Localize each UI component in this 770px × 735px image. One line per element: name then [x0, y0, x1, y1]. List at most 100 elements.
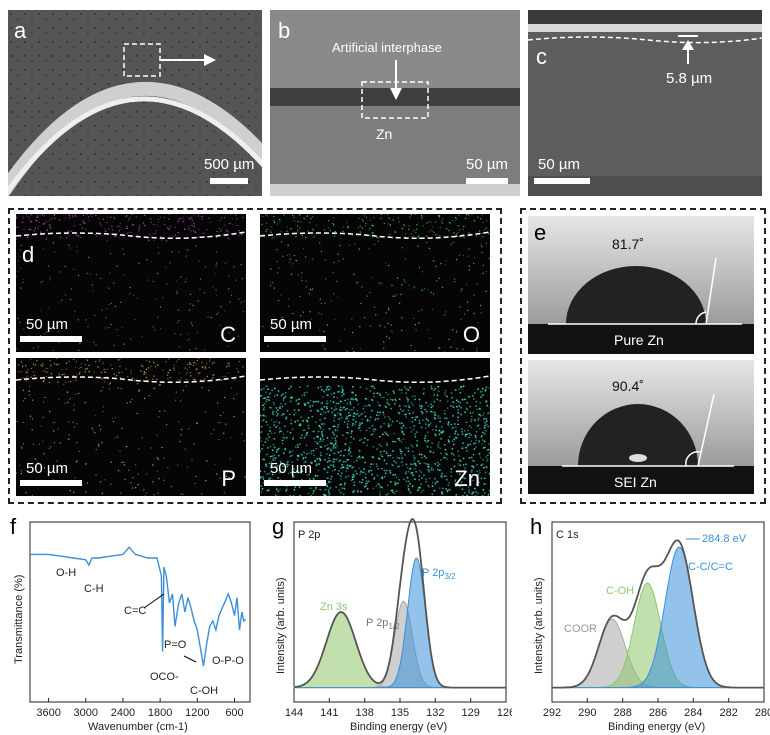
eds-dot [450, 468, 453, 470]
eds-dot [133, 294, 135, 296]
eds-dot [486, 460, 488, 463]
eds-dot [425, 410, 428, 413]
eds-dot [401, 429, 403, 432]
eds-dot [330, 393, 333, 395]
eds-dot [118, 371, 120, 374]
chart-h-plot [552, 539, 764, 689]
eds-dot [333, 396, 335, 399]
eds-dot [448, 435, 451, 438]
eds-dot [140, 364, 143, 366]
eds-dot [180, 400, 182, 402]
eds-dot [32, 443, 35, 445]
eds-dot [177, 221, 179, 223]
eds-dot [67, 381, 69, 383]
eds-dot [416, 224, 418, 226]
eds-dot [289, 253, 291, 255]
eds-dot [358, 415, 360, 417]
x-tick-label: 126 [497, 707, 512, 719]
eds-dot [384, 416, 386, 419]
eds-dot [114, 437, 116, 439]
eds-dot [458, 214, 460, 217]
eds-dot [342, 389, 344, 392]
eds-dot [133, 318, 136, 321]
eds-dot [358, 424, 361, 427]
eds-dot [330, 464, 332, 467]
eds-dot [462, 228, 464, 231]
eds-dot [346, 407, 348, 410]
eds-dot [301, 394, 304, 396]
eds-dot [109, 252, 112, 254]
eds-dot [294, 420, 297, 423]
eds-dot [376, 448, 378, 450]
eds-dot [407, 409, 410, 412]
eds-dot [306, 453, 308, 455]
eds-dot [230, 436, 232, 439]
eds-dot [82, 222, 85, 224]
eds-dot [289, 258, 292, 260]
eds-dot [297, 274, 299, 276]
eds-dot [361, 218, 363, 220]
eds-dot [412, 455, 415, 457]
eds-dot [448, 338, 450, 341]
eds-dot [333, 416, 335, 419]
eds-dot [393, 492, 396, 495]
eds-dot [205, 368, 207, 370]
eds-dot [157, 218, 160, 220]
eds-dot [102, 362, 104, 364]
eds-dot [140, 370, 142, 372]
eds-dot [437, 446, 440, 448]
eds-dot [427, 329, 429, 331]
eds-dot [470, 415, 473, 418]
eds-dot [434, 411, 437, 414]
eds-dot [473, 257, 476, 259]
eds-dot [271, 449, 274, 452]
eds-dot [53, 421, 56, 424]
eds-dot [352, 490, 355, 492]
eds-dot [358, 217, 360, 220]
eds-dot [394, 474, 397, 476]
eds-dot [334, 405, 337, 408]
eds-dot [342, 493, 345, 496]
eds-dot [410, 472, 413, 474]
eds-dot [70, 288, 73, 290]
eds-dot [488, 257, 490, 260]
eds-dot [261, 431, 263, 433]
eds-dot [292, 438, 294, 440]
eds-dot [209, 358, 212, 360]
eds-dot [452, 427, 455, 429]
eds-dot [26, 371, 28, 373]
eds-dot [479, 402, 482, 404]
eds-dot [270, 432, 273, 434]
eds-dot [236, 368, 238, 370]
eds-dot [16, 217, 18, 219]
eds-dot [379, 486, 381, 489]
eds-dot [488, 452, 490, 455]
eds-dot [286, 226, 288, 228]
eds-dot [127, 231, 129, 234]
eds-dot [182, 221, 184, 223]
eds-dot [330, 407, 333, 409]
eds-dot [169, 225, 171, 228]
eds-dot [430, 387, 433, 390]
eds-dot [445, 417, 448, 420]
eds-dot [42, 440, 44, 442]
eds-dot [475, 491, 477, 493]
eds-dot [156, 470, 158, 472]
eds-dot [16, 226, 18, 228]
eds-dot [334, 230, 336, 233]
eds-dot [370, 409, 373, 412]
eds-dot [334, 446, 337, 449]
eds-dot [135, 215, 137, 218]
eds-dot [423, 288, 426, 290]
eds-dot [361, 227, 363, 229]
eds-dot [385, 335, 388, 338]
eds-dot [238, 234, 240, 237]
eds-dot [48, 307, 50, 309]
eds-dot [456, 348, 458, 350]
eds-dot [58, 372, 60, 374]
eds-dot [315, 400, 317, 403]
eds-dot [193, 214, 196, 216]
eds-dot [455, 218, 458, 220]
eds-dot [58, 271, 61, 273]
eds-dot [270, 226, 273, 228]
